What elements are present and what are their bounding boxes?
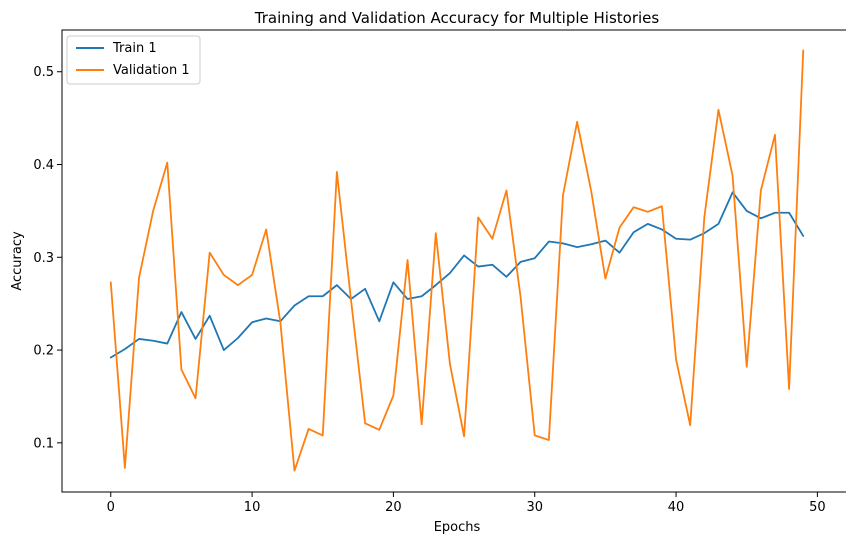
x-axis-ticks: 0 10 20 30 40 50 <box>107 492 826 515</box>
series-line-validation-1 <box>109 49 805 472</box>
legend-label-train-1: Train 1 <box>112 41 157 56</box>
x-tick-label: 50 <box>809 500 826 515</box>
chart-title: Training and Validation Accuracy for Mul… <box>254 9 660 27</box>
y-tick-label: 0.1 <box>33 436 54 451</box>
y-tick-label: 0.4 <box>33 158 54 173</box>
y-tick-label: 0.2 <box>33 344 54 359</box>
plot-area-frame <box>61 29 846 493</box>
x-axis-label: Epochs <box>434 520 481 535</box>
y-axis-label: Accuracy <box>10 231 25 291</box>
y-axis-ticks: 0.1 0.2 0.3 0.4 0.5 <box>33 65 62 451</box>
legend-label-validation-1: Validation 1 <box>113 63 190 78</box>
x-tick-label: 30 <box>526 500 543 515</box>
y-tick-label: 0.5 <box>33 65 54 80</box>
x-tick-label: 0 <box>107 500 115 515</box>
x-tick-label: 40 <box>668 500 685 515</box>
x-tick-label: 20 <box>385 500 402 515</box>
y-tick-label: 0.3 <box>33 251 54 266</box>
x-tick-label: 10 <box>244 500 261 515</box>
series-line-train-1 <box>109 191 805 359</box>
legend: Train 1 Validation 1 <box>66 35 201 85</box>
series-layer <box>109 49 805 472</box>
